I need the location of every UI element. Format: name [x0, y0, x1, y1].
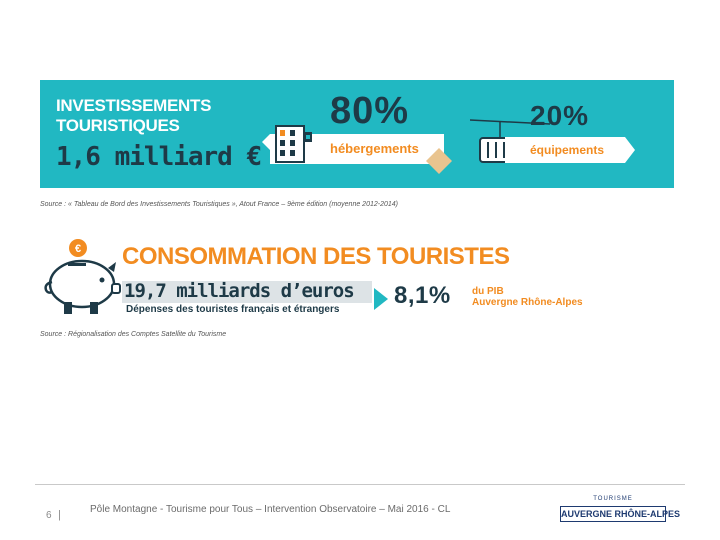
- diamond-marker: [426, 148, 452, 174]
- hebergements-label: hébergements: [330, 141, 419, 156]
- piggy-bank-icon: €: [44, 239, 121, 314]
- page-separator: |: [58, 509, 61, 521]
- hebergements-percent: 80%: [330, 90, 410, 132]
- svg-text:€: €: [75, 243, 81, 255]
- consumption-subtitle: Dépenses des touristes français et étran…: [126, 304, 340, 315]
- building-icon: [275, 125, 312, 163]
- consumption-source: Source : Régionalisation des Comptes Sat…: [40, 331, 227, 338]
- pib-share-percent: 8,1%: [394, 282, 451, 309]
- footer-divider: [35, 484, 685, 485]
- investment-source: Source : « Tableau de Bord des Investiss…: [40, 201, 398, 208]
- consumption-title: CONSOMMATION DES TOURISTES: [122, 243, 510, 270]
- pib-share-label-line1: du PIB: [472, 286, 504, 297]
- arrow-right-icon: [374, 288, 388, 310]
- footer-text: Pôle Montagne - Tourisme pour Tous – Int…: [90, 504, 451, 515]
- equipements-percent: 20%: [530, 100, 590, 131]
- investment-title: INVESTISSEMENTS TOURISTIQUES: [56, 96, 212, 135]
- consumption-amount-bar: [122, 281, 372, 303]
- logo-region-text: AUVERGNE RHÔNE-ALPES: [560, 506, 680, 522]
- pib-share-label: du PIB Auvergne Rhône-Alpes: [472, 286, 583, 308]
- equipements-label: équipements: [530, 143, 605, 157]
- page-number: 6: [46, 510, 52, 521]
- consumption-amount: 19,7 milliards d’euros: [124, 280, 355, 302]
- investment-amount: 1,6 milliard €: [56, 142, 262, 172]
- pib-share-label-line2: Auvergne Rhône-Alpes: [472, 297, 583, 308]
- logo-tourisme-text: TOURISME: [593, 496, 633, 502]
- equipements-label-bar: [505, 137, 635, 163]
